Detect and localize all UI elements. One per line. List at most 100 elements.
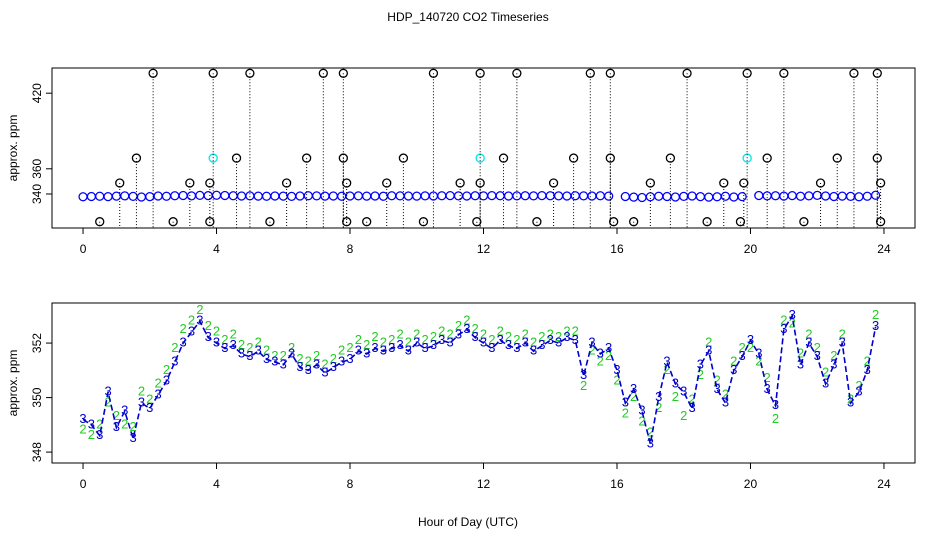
point-marker: 3 — [605, 340, 612, 355]
point — [437, 191, 447, 201]
point-marker: 2 — [447, 326, 454, 341]
point-marker: 2 — [438, 324, 445, 339]
point-marker: 3 — [205, 329, 212, 344]
point — [637, 192, 647, 203]
point — [849, 68, 859, 78]
point — [875, 178, 886, 188]
point — [136, 192, 147, 202]
point-marker: 3 — [513, 340, 520, 355]
point — [95, 191, 105, 201]
point-marker: 3 — [588, 335, 595, 350]
x-tick-label: 16 — [610, 477, 624, 491]
point — [872, 68, 882, 78]
point-marker: 3 — [538, 337, 545, 352]
point — [295, 191, 305, 201]
point-marker: 2 — [380, 335, 387, 350]
point — [487, 190, 497, 201]
point-marker: 2 — [255, 335, 262, 350]
point-marker: 2 — [588, 343, 595, 358]
point-marker: 2 — [104, 394, 111, 409]
point-marker: 3 — [688, 400, 695, 415]
point-marker: 2 — [805, 326, 812, 341]
point — [712, 192, 722, 202]
point-marker: 3 — [313, 356, 320, 371]
point-marker: 2 — [672, 389, 679, 404]
y-tick-label: 340 — [30, 184, 44, 204]
point — [854, 192, 864, 202]
point — [662, 191, 672, 202]
point — [387, 191, 397, 201]
point-marker: 3 — [530, 343, 537, 358]
point-marker: 3 — [672, 375, 679, 390]
point — [378, 191, 389, 201]
point-marker: 2 — [705, 335, 712, 350]
point-marker: 3 — [104, 384, 111, 399]
point — [787, 190, 797, 201]
point-marker: 2 — [396, 326, 403, 341]
point — [337, 191, 347, 201]
point-marker: 2 — [630, 389, 637, 404]
x-tick-label: 20 — [744, 242, 758, 256]
point — [799, 217, 809, 227]
point-marker: 3 — [505, 337, 512, 352]
point-marker: 3 — [747, 332, 754, 347]
point — [318, 68, 328, 78]
point-marker: 2 — [647, 424, 654, 439]
point-marker: 3 — [263, 351, 270, 366]
point — [595, 191, 605, 201]
point — [328, 191, 338, 201]
point-marker: 3 — [630, 381, 637, 396]
point-marker: 2 — [79, 422, 86, 437]
point-marker: 3 — [647, 435, 654, 450]
point-marker: 2 — [663, 362, 670, 377]
point-marker: 2 — [855, 378, 862, 393]
point-marker: 3 — [555, 335, 562, 350]
point — [820, 191, 831, 201]
point — [420, 191, 430, 201]
x-tick-label: 4 — [213, 477, 220, 491]
y-tick-label: 348 — [30, 442, 44, 462]
point — [111, 191, 122, 201]
point — [770, 191, 781, 201]
point-marker: 2 — [513, 332, 520, 347]
point-marker: 3 — [246, 348, 253, 363]
point-marker: 2 — [413, 326, 420, 341]
point-marker: 3 — [155, 386, 162, 401]
point — [475, 68, 485, 78]
point-marker: 3 — [447, 335, 454, 350]
point-marker: 2 — [505, 329, 512, 344]
point — [679, 191, 689, 202]
point-marker: 2 — [797, 345, 804, 360]
point — [587, 191, 597, 201]
point-marker: 3 — [238, 345, 245, 360]
point-marker: 2 — [555, 329, 562, 344]
point — [278, 191, 288, 201]
point-marker: 3 — [497, 332, 504, 347]
point-marker: 3 — [430, 337, 437, 352]
point — [208, 68, 218, 78]
point — [220, 190, 230, 201]
x-tick-label: 8 — [347, 477, 354, 491]
point-marker: 3 — [622, 394, 629, 409]
point-marker: 3 — [488, 340, 495, 355]
y-tick-label: 352 — [30, 333, 44, 353]
point-marker: 3 — [597, 345, 604, 360]
point — [804, 191, 814, 201]
point-marker: 2 — [430, 329, 437, 344]
point-marker: 2 — [271, 348, 278, 363]
point — [342, 217, 352, 227]
point-marker: 2 — [547, 326, 554, 341]
point-marker: 3 — [330, 359, 337, 374]
point — [131, 153, 142, 163]
point — [370, 191, 380, 201]
point-marker: 2 — [755, 354, 762, 369]
point-marker: 3 — [305, 362, 312, 377]
point — [528, 191, 539, 201]
point-marker: 3 — [363, 345, 370, 360]
point — [245, 68, 255, 78]
point-marker: 3 — [663, 354, 670, 369]
point-marker: 2 — [305, 354, 312, 369]
point-marker: 3 — [797, 356, 804, 371]
point-marker: 2 — [597, 354, 604, 369]
point-marker: 3 — [764, 381, 771, 396]
